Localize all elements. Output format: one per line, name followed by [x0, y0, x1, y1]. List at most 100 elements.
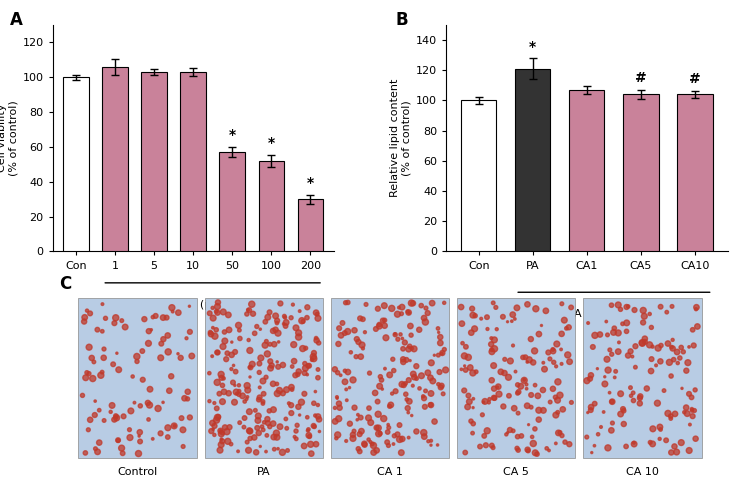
Point [265, 364, 277, 372]
Point [294, 307, 306, 315]
Point [203, 369, 215, 377]
Point [683, 390, 695, 398]
Point [244, 346, 256, 354]
Point [211, 378, 223, 386]
Point [458, 352, 470, 360]
Point [629, 363, 641, 371]
Point [238, 414, 250, 422]
Point [521, 402, 533, 410]
Point [296, 317, 308, 325]
Point [486, 346, 498, 354]
Point [639, 338, 651, 346]
Text: *: * [229, 128, 236, 142]
Point [212, 298, 224, 306]
Point [370, 447, 382, 455]
Point [236, 392, 248, 400]
Point [531, 450, 543, 458]
Point [542, 348, 554, 356]
Point [207, 425, 219, 433]
Point [512, 409, 524, 417]
Point [428, 351, 440, 359]
Point [420, 304, 432, 312]
Point [178, 394, 190, 402]
Point [274, 423, 286, 431]
Point [280, 415, 292, 423]
Point [526, 433, 538, 441]
Point [347, 431, 359, 439]
Point [86, 354, 98, 362]
Point [134, 432, 146, 440]
Point [389, 330, 401, 338]
Point [627, 389, 639, 397]
Text: *: * [268, 136, 274, 150]
Point [684, 421, 696, 429]
Point [556, 300, 568, 308]
Point [209, 422, 220, 430]
Point [396, 303, 408, 311]
Point [674, 354, 686, 362]
Point [610, 367, 622, 375]
Point [175, 354, 187, 362]
Point [211, 302, 223, 310]
Point [509, 368, 521, 376]
Point [504, 426, 516, 434]
Point [686, 393, 698, 401]
Point [394, 436, 406, 444]
Point [213, 390, 225, 398]
Point [280, 424, 292, 432]
Point [601, 355, 613, 363]
Text: *: * [530, 39, 536, 54]
Bar [515, 69, 550, 251]
Point [419, 433, 430, 441]
Point [580, 433, 592, 441]
Point [404, 342, 416, 350]
Point [300, 344, 312, 352]
Point [486, 376, 498, 384]
Point [457, 339, 469, 347]
Point [410, 428, 422, 436]
Point [251, 424, 263, 432]
Point [482, 325, 494, 333]
Text: *: * [307, 176, 314, 190]
Point [340, 385, 352, 393]
Point [382, 428, 394, 436]
Point [277, 361, 289, 369]
Point [181, 334, 193, 342]
Point [242, 306, 254, 314]
Point [206, 352, 218, 360]
Point [223, 326, 235, 334]
Point [686, 412, 698, 420]
Point [106, 402, 118, 410]
Point [242, 393, 254, 401]
Point [463, 392, 475, 400]
Point [418, 429, 430, 437]
Point [274, 387, 286, 395]
Point [136, 376, 148, 384]
Point [402, 404, 414, 412]
Point [241, 310, 253, 318]
Point [634, 394, 646, 402]
Point [342, 298, 354, 306]
Point [562, 323, 574, 331]
Point [333, 415, 345, 423]
Point [668, 356, 680, 364]
Point [308, 355, 320, 363]
Point [425, 359, 437, 367]
Point [81, 307, 93, 315]
Point [658, 387, 670, 395]
Point [386, 390, 398, 398]
Point [680, 404, 692, 412]
Point [254, 443, 266, 451]
Point [285, 314, 297, 322]
Point [389, 331, 401, 339]
Point [268, 406, 280, 414]
Point [560, 324, 572, 332]
Point [109, 319, 121, 327]
Point [476, 315, 488, 323]
Point [119, 323, 131, 331]
Point [78, 317, 90, 325]
Point [432, 351, 444, 359]
Point [211, 309, 223, 317]
Point [310, 334, 322, 342]
Point [686, 407, 698, 415]
